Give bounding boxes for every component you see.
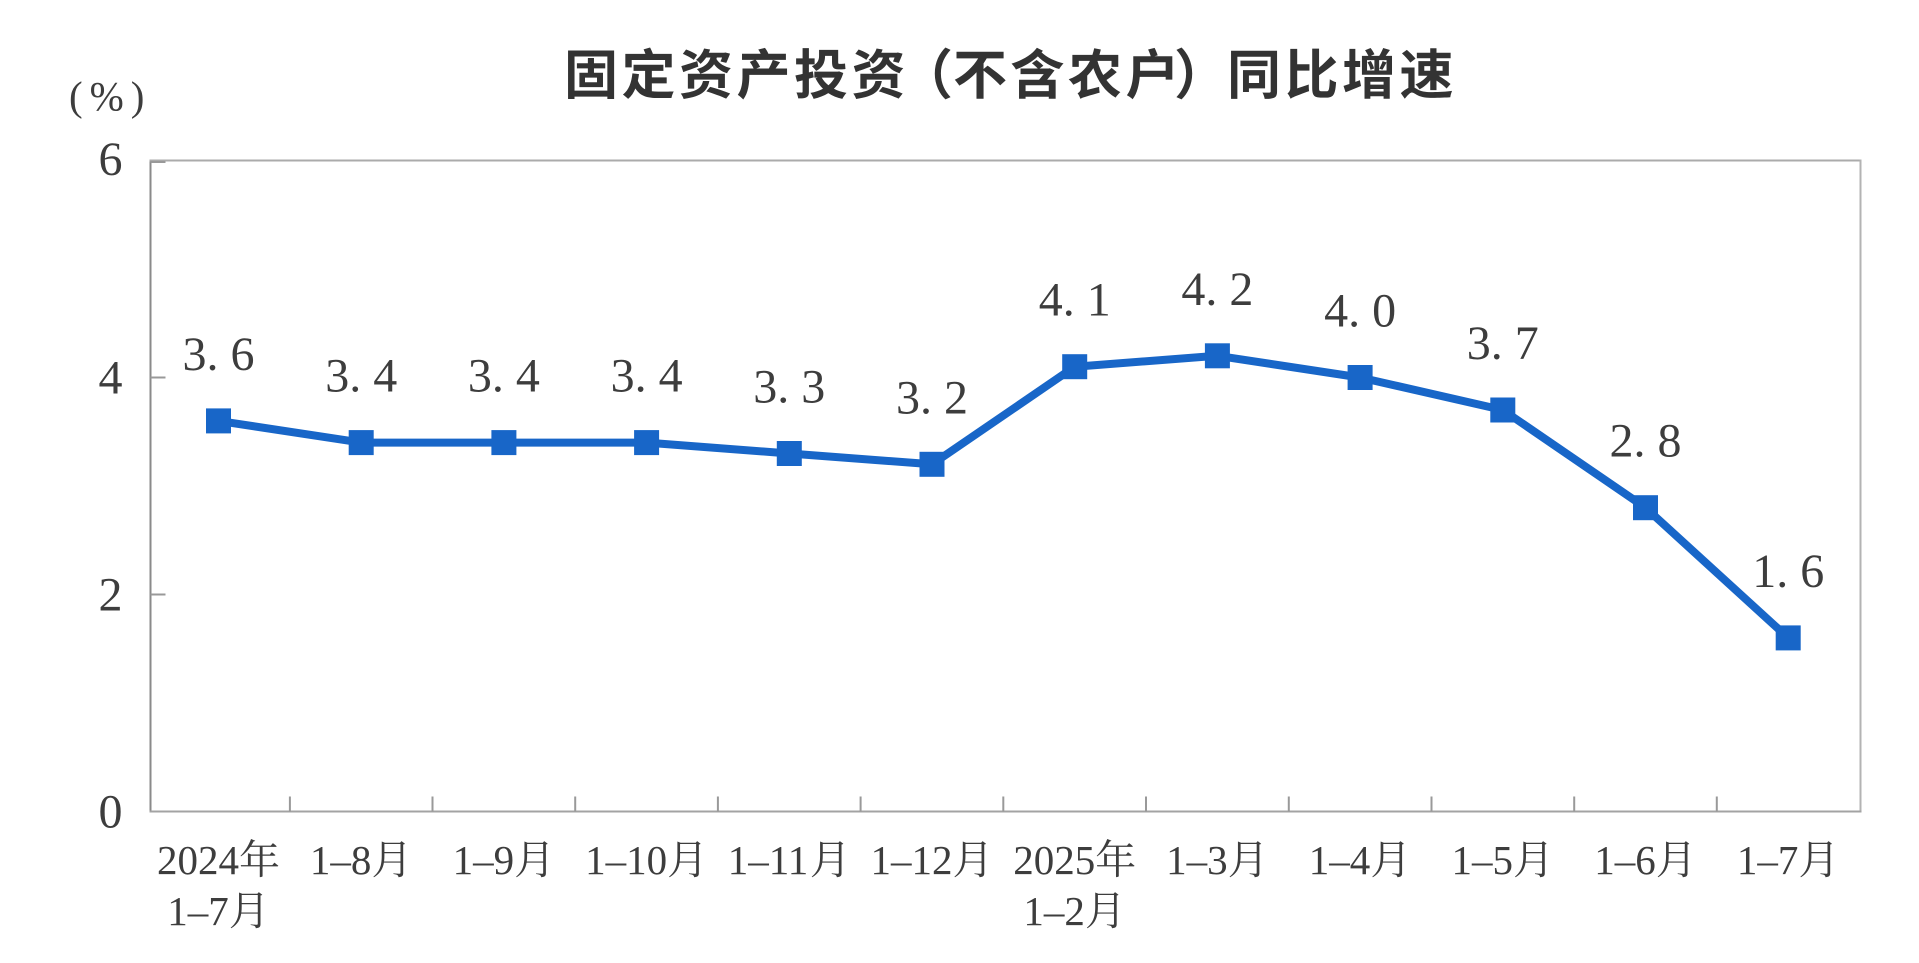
svg-text:3. 4: 3. 4 xyxy=(611,350,683,403)
svg-text:3. 7: 3. 7 xyxy=(1467,317,1539,370)
svg-text:3. 4: 3. 4 xyxy=(468,350,540,403)
svg-text:1. 6: 1. 6 xyxy=(1752,545,1824,598)
svg-text:1–2: 1–2 xyxy=(1023,888,1085,934)
svg-text:(%): (%) xyxy=(69,73,151,119)
svg-text:2. 8: 2. 8 xyxy=(1610,415,1682,468)
svg-text:1–3: 1–3 xyxy=(1166,837,1228,883)
svg-text:1–4: 1–4 xyxy=(1309,837,1371,883)
svg-text:1–6: 1–6 xyxy=(1594,837,1656,883)
svg-text:2024: 2024 xyxy=(157,837,239,883)
svg-text:4. 0: 4. 0 xyxy=(1324,285,1396,338)
svg-text:1–12: 1–12 xyxy=(871,837,953,883)
svg-text:1–5: 1–5 xyxy=(1452,837,1514,883)
svg-text:4. 2: 4. 2 xyxy=(1181,263,1253,316)
svg-text:3. 3: 3. 3 xyxy=(753,361,825,414)
svg-text:2025: 2025 xyxy=(1013,837,1095,883)
svg-text:1–7: 1–7 xyxy=(167,888,229,934)
svg-text:0: 0 xyxy=(99,786,123,839)
svg-text:2: 2 xyxy=(99,569,123,622)
svg-text:1–7: 1–7 xyxy=(1737,837,1799,883)
svg-text:3. 2: 3. 2 xyxy=(896,371,968,424)
svg-text:6: 6 xyxy=(99,133,123,186)
svg-text:1–9: 1–9 xyxy=(453,837,514,883)
svg-text:1–11: 1–11 xyxy=(728,837,808,883)
svg-text:4: 4 xyxy=(99,352,123,405)
svg-text:1–8: 1–8 xyxy=(310,837,372,883)
svg-text:1–10: 1–10 xyxy=(585,837,667,883)
svg-text:3. 4: 3. 4 xyxy=(325,350,397,403)
svg-text:4. 1: 4. 1 xyxy=(1039,274,1111,327)
svg-text:3. 6: 3. 6 xyxy=(183,328,255,381)
